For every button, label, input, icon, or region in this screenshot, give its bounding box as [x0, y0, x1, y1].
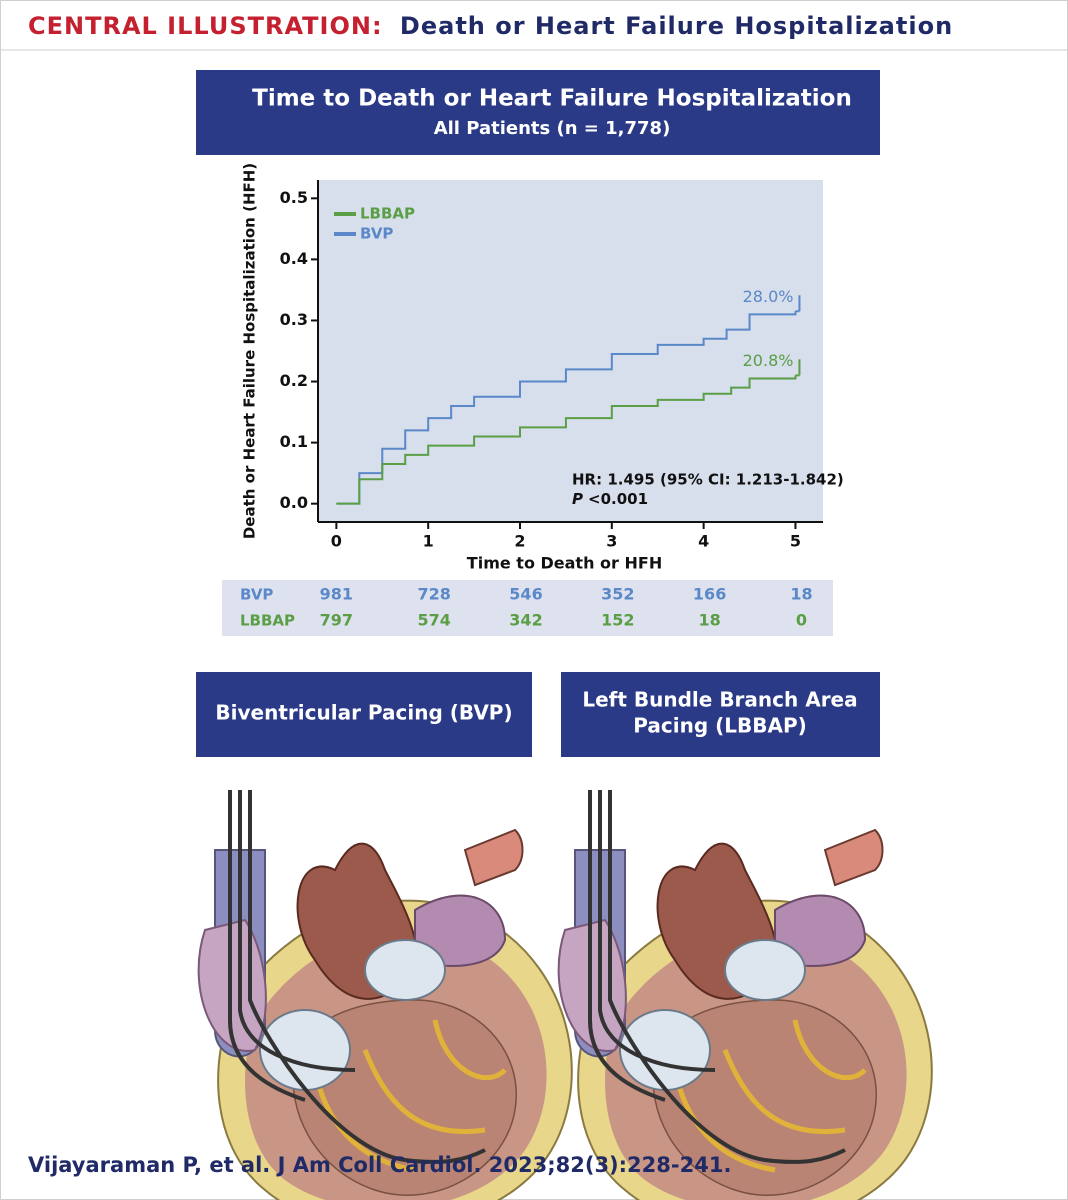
risk-count: 166	[693, 585, 726, 604]
panel-title: Biventricular Pacing (BVP)	[215, 701, 512, 725]
chart-title: Time to Death or Heart Failure Hospitali…	[252, 86, 852, 112]
end-label: 28.0%	[743, 287, 794, 306]
p-annotation: P <0.001	[572, 490, 648, 508]
line-series	[336, 311, 797, 505]
y-tick-label: 0.0	[280, 493, 308, 512]
hr-annotation: HR: 1.495 (95% CI: 1.213-1.842)	[572, 471, 844, 489]
citation: Vijayaraman P, et al. J Am Coll Cardiol.…	[28, 1153, 731, 1177]
risk-count: 342	[509, 611, 542, 630]
x-tick-label: 4	[698, 532, 709, 551]
x-tick-label: 3	[606, 532, 617, 551]
panel-box	[196, 672, 532, 757]
header-title: Death or Heart Failure Hospitalization	[400, 12, 953, 40]
risk-count: 0	[796, 611, 807, 630]
risk-count: 981	[320, 585, 353, 604]
y-axis-label: Death or Heart Failure Hospitalization (…	[241, 163, 259, 539]
header: CENTRAL ILLUSTRATION: Death or Heart Fai…	[28, 12, 953, 40]
risk-count: 797	[320, 611, 353, 630]
end-label: 20.8%	[743, 351, 794, 370]
y-tick-label: 0.2	[280, 371, 308, 390]
end-bracket	[795, 295, 801, 313]
risk-count: 574	[417, 611, 450, 630]
y-tick-label: 0.1	[280, 432, 308, 451]
p-symbol: P	[572, 490, 583, 508]
chart-subtitle: All Patients (n = 1,778)	[434, 118, 671, 139]
risk-count: 728	[417, 585, 450, 604]
header-label: CENTRAL ILLUSTRATION:	[28, 12, 383, 40]
title-box	[196, 70, 880, 155]
p-value: <0.001	[588, 490, 648, 508]
plot-area	[318, 180, 823, 522]
panel-title: Pacing (LBBAP)	[633, 714, 807, 738]
legend-label: BVP	[360, 225, 393, 243]
risk-count: 152	[601, 611, 634, 630]
risk-row-label: LBBAP	[240, 612, 295, 630]
line-series	[336, 375, 797, 505]
y-tick-label: 0.5	[280, 188, 308, 207]
x-tick-label: 5	[790, 532, 801, 551]
x-axis-label: Time to Death or HFH	[467, 554, 662, 573]
end-bracket	[795, 359, 801, 377]
panel-box	[561, 672, 880, 757]
panel-title: Left Bundle Branch Area	[582, 688, 857, 712]
risk-count: 546	[509, 585, 542, 604]
risk-table	[222, 580, 833, 636]
x-tick-label: 1	[423, 532, 434, 551]
risk-row-label: BVP	[240, 586, 273, 604]
legend-label: LBBAP	[360, 205, 415, 223]
x-tick-label: 0	[331, 532, 342, 551]
risk-count: 352	[601, 585, 634, 604]
y-tick-label: 0.3	[280, 310, 308, 329]
risk-count: 18	[699, 611, 721, 630]
y-tick-label: 0.4	[280, 249, 308, 268]
x-tick-label: 2	[514, 532, 525, 551]
risk-count: 18	[790, 585, 812, 604]
